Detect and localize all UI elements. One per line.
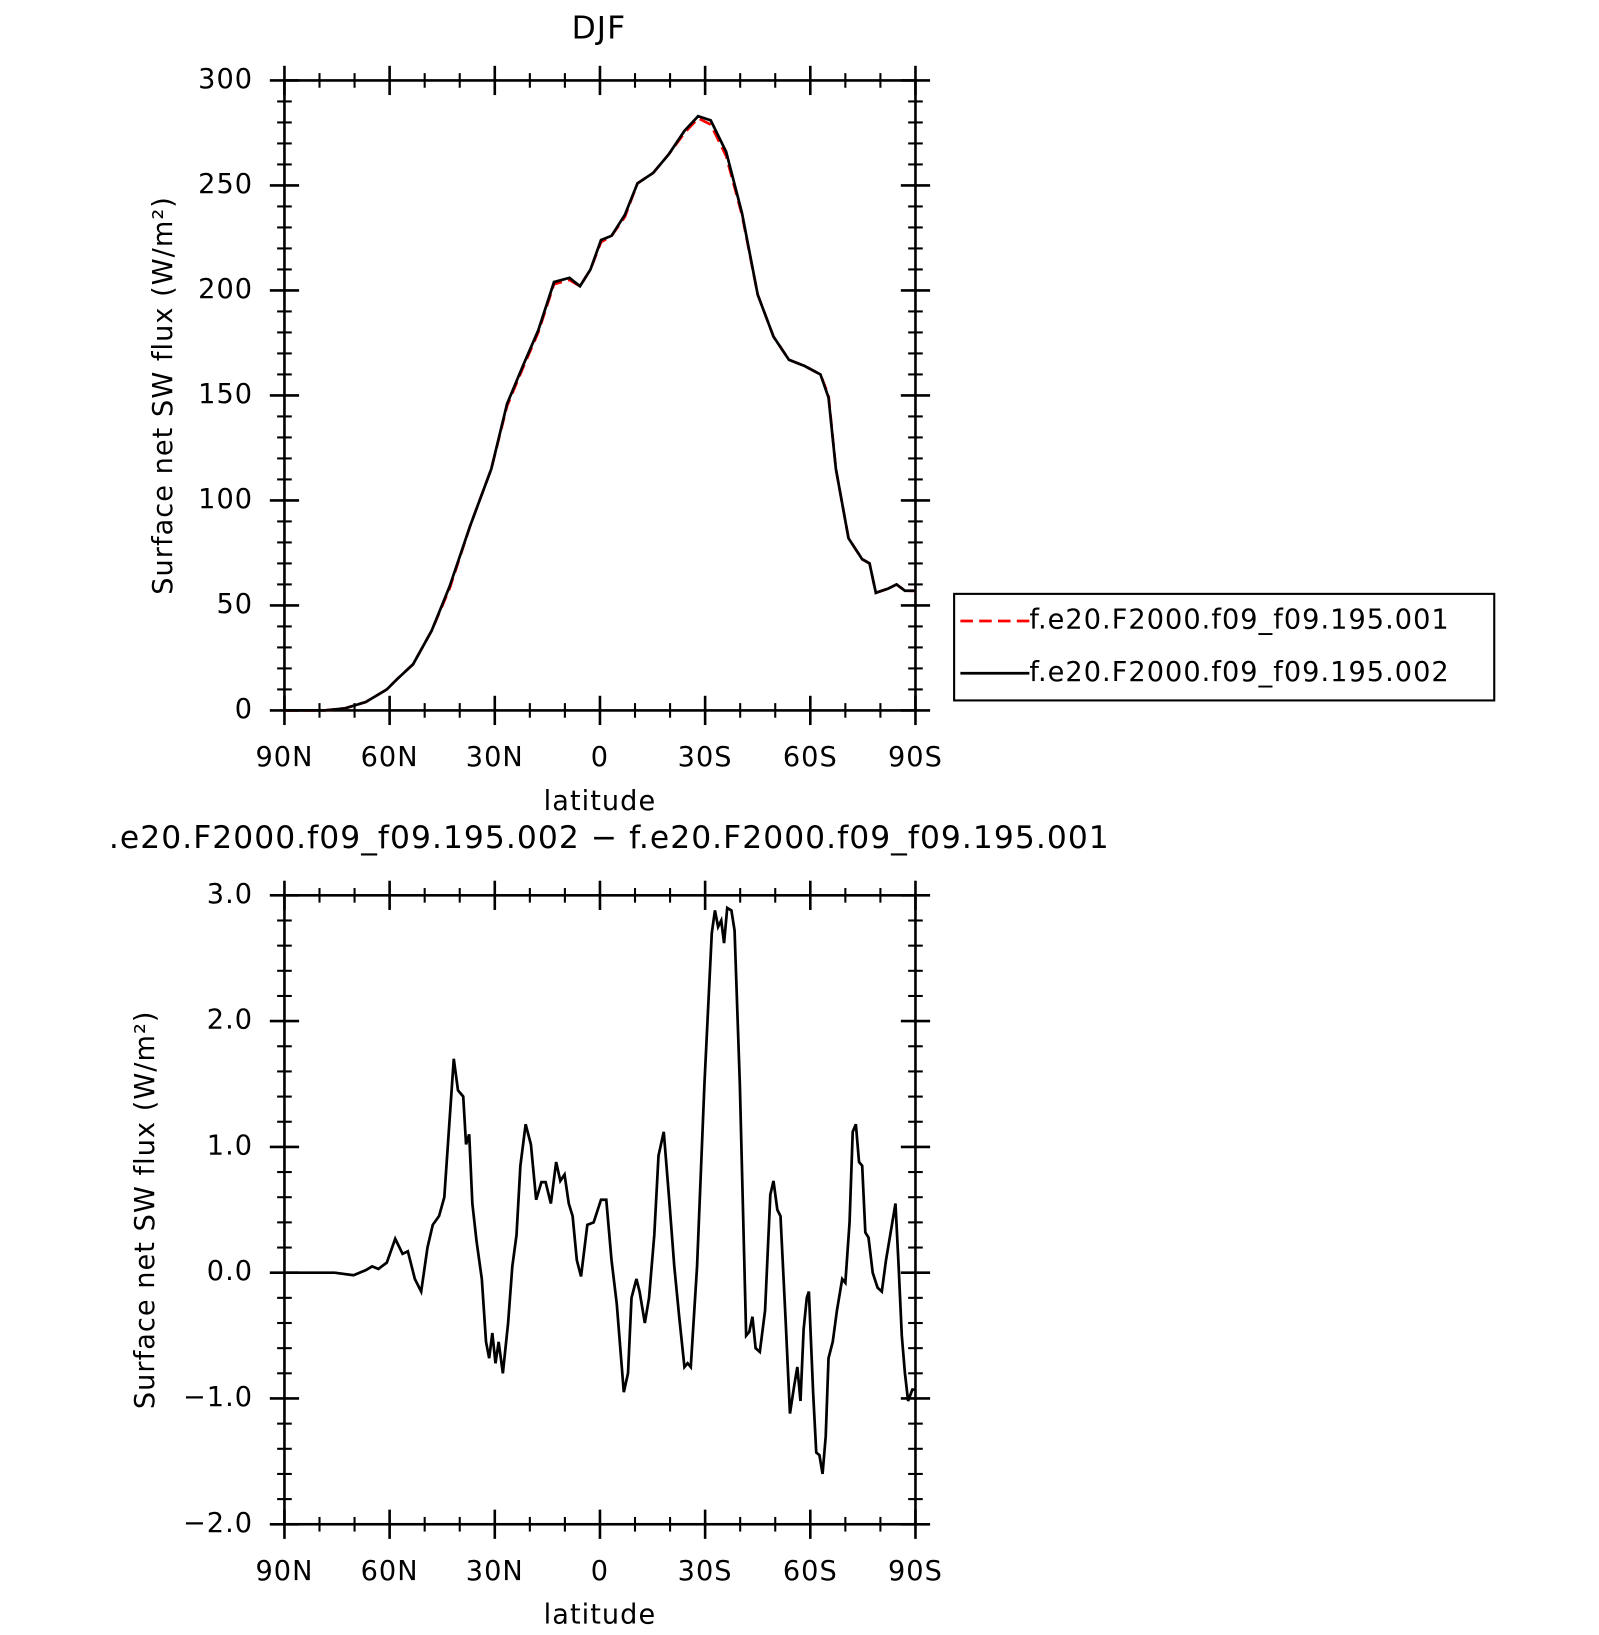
- x-tick-label: 30S: [678, 742, 733, 773]
- data-line: [284, 116, 916, 712]
- legend-box: [953, 592, 1496, 702]
- x-axis-label: latitude: [544, 1600, 657, 1631]
- x-tick-label: 30N: [466, 1556, 524, 1587]
- legend-label: f.e20.F2000.f09_f09.195.001: [1029, 605, 1449, 636]
- y-tick-label: 300: [198, 64, 253, 95]
- y-tick-label: 1.0: [207, 1130, 253, 1161]
- data-line: [284, 114, 916, 712]
- data-line: [284, 905, 916, 1475]
- x-tick-label: 90N: [255, 742, 313, 773]
- x-tick-label: 90S: [888, 1556, 943, 1587]
- y-tick-label: −1.0: [183, 1382, 253, 1413]
- y-tick-label: 250: [198, 169, 253, 200]
- y-tick-label: 0: [235, 694, 253, 725]
- y-tick-label: 3.0: [207, 879, 253, 910]
- x-tick-label: 60S: [783, 742, 838, 773]
- x-tick-label: 90S: [888, 742, 943, 773]
- y-axis-label: Surface net SW flux (W/m²): [148, 196, 179, 595]
- x-tick-label: 30S: [678, 1556, 733, 1587]
- chart-title: DJF: [572, 10, 627, 46]
- plot-frame: [283, 79, 917, 712]
- legend-label: f.e20.F2000.f09_f09.195.002: [1029, 657, 1449, 688]
- x-tick-label: 60N: [361, 1556, 419, 1587]
- x-tick-label: 60N: [361, 742, 419, 773]
- x-tick-label: 90N: [255, 1556, 313, 1587]
- x-tick-label: 60S: [783, 1556, 838, 1587]
- chart-title: .e20.F2000.f09_f09.195.002 − f.e20.F2000…: [109, 820, 1110, 856]
- y-tick-label: 100: [198, 484, 253, 515]
- x-axis-label: latitude: [544, 786, 657, 817]
- plot-frame: [283, 894, 917, 1526]
- x-tick-label: 30N: [466, 742, 524, 773]
- y-tick-label: 150: [198, 379, 253, 410]
- y-tick-label: 200: [198, 274, 253, 305]
- x-tick-label: 0: [591, 742, 609, 773]
- y-axis-label: Surface net SW flux (W/m²): [130, 1010, 161, 1409]
- y-tick-label: 0.0: [207, 1256, 253, 1287]
- x-tick-label: 0: [591, 1556, 609, 1587]
- y-tick-label: 50: [216, 589, 253, 620]
- y-tick-label: 2.0: [207, 1005, 253, 1036]
- legend: f.e20.F2000.f09_f09.195.001 f.e20.F2000.f…: [953, 592, 1496, 702]
- y-tick-label: −2.0: [183, 1508, 253, 1539]
